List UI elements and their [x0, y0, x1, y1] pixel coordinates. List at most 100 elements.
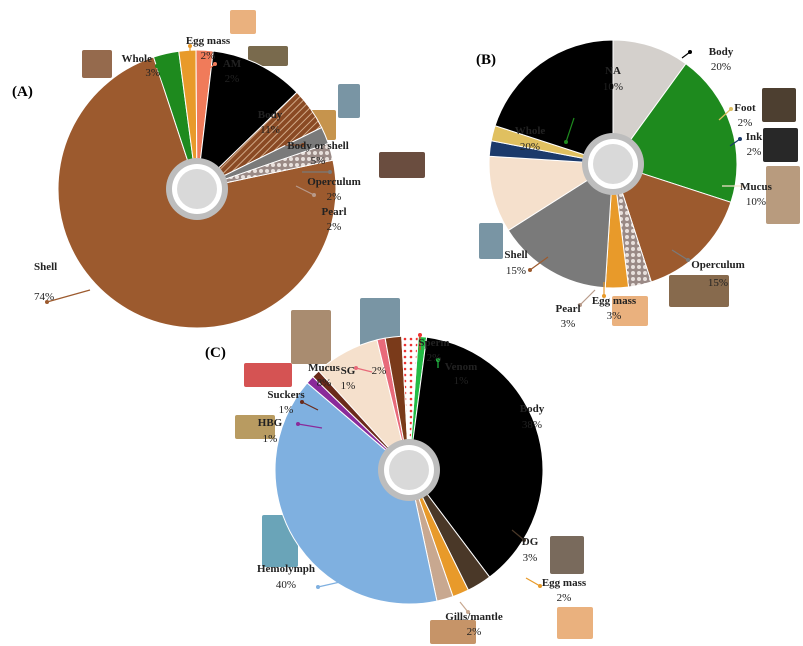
- slice-percent: 3%: [607, 310, 622, 322]
- slice-percent: 2%: [372, 365, 387, 377]
- leader-dot: [738, 137, 742, 141]
- slice-percent: 1%: [454, 375, 469, 387]
- slice-label: Mucus: [308, 362, 341, 374]
- leader-dot: [259, 114, 263, 118]
- pie-c: [274, 335, 544, 605]
- leader-dot: [188, 44, 192, 48]
- slice-label: Gills/mantle: [445, 611, 503, 623]
- pie-slice-operculum: [507, 163, 614, 289]
- slice-label: Body or shell: [287, 140, 349, 152]
- panel-label: (A): [12, 84, 33, 100]
- slice-label: Whole: [121, 53, 152, 65]
- pie-slice-body: [494, 39, 614, 165]
- leader-dot: [564, 140, 568, 144]
- slice-percent: 3%: [145, 67, 160, 79]
- leader-line: [671, 249, 689, 261]
- hbg-photo: [235, 415, 275, 439]
- panel-label: (C): [205, 345, 226, 361]
- pie-slice-shell: [612, 163, 732, 283]
- pie-slice-whole: [612, 62, 738, 203]
- slice-percent: 10%: [746, 196, 766, 208]
- slice-label: Hemolymph: [257, 563, 315, 575]
- slice-label: Mucus: [740, 181, 773, 193]
- leader-line: [156, 65, 166, 89]
- leader-dot: [328, 170, 332, 174]
- slice-percent: 1%: [279, 404, 294, 416]
- suckers-photo: [244, 363, 292, 387]
- slice-label: Sperm: [418, 337, 449, 349]
- leader-dot: [508, 404, 512, 408]
- am-photo: [248, 46, 288, 66]
- slice-label: SG: [341, 365, 356, 377]
- donut-hole: [177, 169, 217, 209]
- operculum-photo: [379, 152, 425, 178]
- slice-percent: 1%: [341, 380, 356, 392]
- leader-line: [525, 577, 541, 587]
- slice-label: Ink: [746, 131, 763, 143]
- leader-line: [718, 108, 732, 121]
- foot-photo: [762, 88, 796, 122]
- gills-mantle-photo: [430, 620, 476, 644]
- slice-percent: 2%: [327, 221, 342, 233]
- leader-line: [579, 289, 596, 306]
- leader-line: [529, 256, 549, 271]
- mucus-photo: [291, 310, 331, 364]
- leader-dot: [296, 422, 300, 426]
- slice-label: NA: [605, 65, 621, 77]
- leader-line: [317, 581, 341, 588]
- slice-percent: 38%: [522, 419, 542, 431]
- leader-dot: [300, 400, 304, 404]
- slice-percent: 2%: [747, 146, 762, 158]
- egg-mass-photo: [557, 607, 593, 639]
- leader-dot: [522, 538, 526, 542]
- pie-a: [57, 49, 337, 329]
- dg-photo: [550, 536, 584, 574]
- slice-percent: 11%: [260, 124, 280, 136]
- egg-mass-photo: [612, 296, 648, 326]
- slice-percent: 15%: [708, 277, 728, 289]
- leader-line: [459, 601, 469, 613]
- slice-percent: 2%: [427, 352, 442, 364]
- slice-label: AM: [223, 58, 242, 70]
- slice-percent: 20%: [520, 141, 540, 153]
- ink-photo: [763, 128, 798, 162]
- pie-slice-mucus: [488, 155, 615, 232]
- shell-photo: [479, 223, 503, 259]
- leader-dot: [528, 268, 532, 272]
- leader-dot: [740, 184, 744, 188]
- leader-line: [46, 289, 91, 303]
- leader-line: [301, 401, 319, 411]
- leader-line: [729, 138, 741, 147]
- slice-label: Pearl: [555, 303, 580, 315]
- panel-label: (B): [476, 52, 496, 68]
- leader-dot: [688, 50, 692, 54]
- slice-label: Venom: [445, 361, 478, 373]
- slice-percent: 20%: [711, 61, 731, 73]
- slice-label: Body: [520, 403, 545, 415]
- slice-percent: 3%: [561, 318, 576, 330]
- slice-percent: 10%: [603, 81, 623, 93]
- slice-label: Operculum: [691, 259, 745, 271]
- pie-b: [488, 39, 738, 289]
- pie-slice-pearl: [196, 142, 334, 190]
- slice-label: HBG: [258, 417, 283, 429]
- slice-label: Egg mass: [592, 295, 637, 307]
- leader-line: [511, 529, 525, 541]
- slice-label: Shell: [504, 249, 527, 261]
- slice-percent: 2%: [225, 73, 240, 85]
- slice-label: Foot: [734, 102, 756, 114]
- leader-dot: [341, 370, 345, 374]
- pie-slice-na: [612, 39, 687, 166]
- leader-dot: [155, 64, 159, 68]
- mucus-photo: [766, 166, 800, 224]
- slice-percent: 5%: [311, 155, 326, 167]
- leader-line: [244, 115, 262, 121]
- operculum-photo: [669, 275, 729, 307]
- whole-snail-photo: [82, 50, 112, 78]
- slice-percent: 3%: [523, 552, 538, 564]
- slice-label: Suckers: [267, 389, 305, 401]
- slice-percent: 2%: [201, 50, 216, 62]
- pie-slice-body: [408, 336, 544, 578]
